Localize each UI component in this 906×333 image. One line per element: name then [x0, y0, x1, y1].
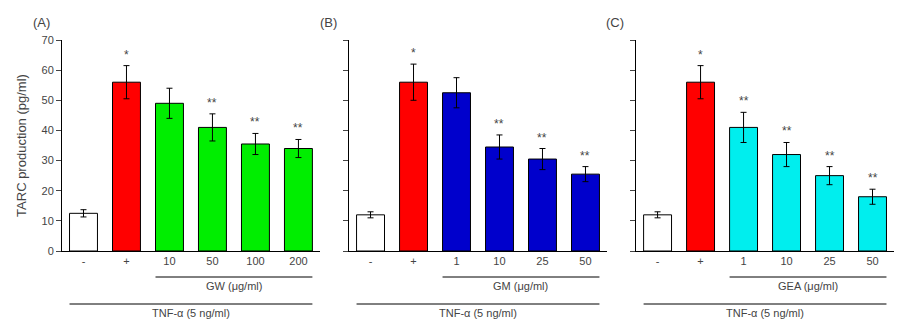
svg-text:+: + — [123, 255, 129, 267]
svg-text:100: 100 — [246, 255, 264, 267]
svg-text:50: 50 — [579, 255, 591, 267]
svg-text:**: ** — [537, 131, 547, 145]
svg-text:+: + — [697, 255, 703, 267]
svg-text:-: - — [82, 255, 86, 267]
svg-text:10: 10 — [780, 255, 792, 267]
svg-text:TNF-α (5 ng/ml): TNF-α (5 ng/ml) — [726, 307, 804, 319]
svg-text:1: 1 — [453, 255, 459, 267]
svg-text:**: ** — [868, 171, 878, 185]
svg-text:**: ** — [250, 115, 260, 129]
svg-text:40: 40 — [42, 124, 54, 136]
svg-text:**: ** — [580, 149, 590, 163]
svg-text:**: ** — [782, 124, 792, 138]
svg-text:GEA (μg/ml): GEA (μg/ml) — [778, 280, 838, 292]
svg-text:70: 70 — [42, 34, 54, 46]
svg-text:-: - — [369, 255, 373, 267]
svg-text:25: 25 — [823, 255, 835, 267]
svg-text:**: ** — [207, 96, 217, 110]
svg-text:GW (μg/ml): GW (μg/ml) — [206, 280, 262, 292]
svg-text:10: 10 — [42, 215, 54, 227]
svg-text:10: 10 — [163, 255, 175, 267]
svg-text:-: - — [656, 255, 660, 267]
svg-text:20: 20 — [42, 185, 54, 197]
svg-text:TNF-α (5 ng/ml): TNF-α (5 ng/ml) — [439, 307, 517, 319]
svg-text:50: 50 — [206, 255, 218, 267]
svg-text:*: * — [698, 48, 703, 62]
svg-text:50: 50 — [866, 255, 878, 267]
svg-text:GM (μg/ml): GM (μg/ml) — [493, 280, 548, 292]
svg-text:**: ** — [494, 117, 504, 131]
svg-text:**: ** — [825, 149, 835, 163]
svg-text:10: 10 — [493, 255, 505, 267]
svg-text:30: 30 — [42, 154, 54, 166]
svg-text:60: 60 — [42, 64, 54, 76]
svg-text:1: 1 — [740, 255, 746, 267]
svg-text:50: 50 — [42, 94, 54, 106]
svg-text:**: ** — [739, 94, 749, 108]
svg-text:0: 0 — [48, 245, 54, 257]
svg-text:(C): (C) — [606, 15, 624, 30]
svg-text:(A): (A) — [33, 15, 50, 30]
svg-text:*: * — [411, 46, 416, 60]
svg-text:TARC production (pg/ml): TARC production (pg/ml) — [14, 74, 29, 217]
svg-text:25: 25 — [536, 255, 548, 267]
svg-text:(B): (B) — [320, 15, 337, 30]
svg-text:*: * — [124, 48, 129, 62]
svg-text:TNF-α (5 ng/ml): TNF-α (5 ng/ml) — [152, 307, 230, 319]
svg-text:200: 200 — [289, 255, 307, 267]
svg-text:+: + — [410, 255, 416, 267]
svg-text:**: ** — [293, 121, 303, 135]
